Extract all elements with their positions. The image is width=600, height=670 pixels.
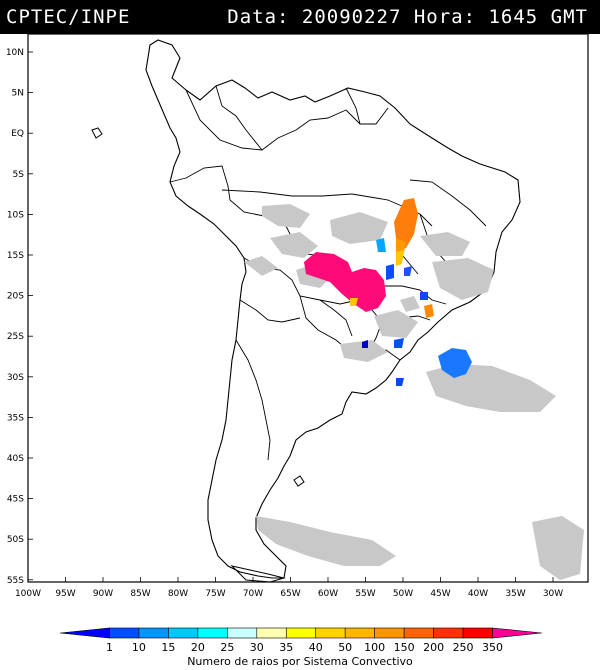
lat-label: 10N (6, 48, 24, 58)
lat-label: 5S (13, 170, 25, 180)
lon-label: 30W (543, 589, 563, 599)
lat-label: 20S (7, 292, 24, 302)
system-orange-south (424, 304, 434, 318)
colorbar-swatch (256, 627, 287, 639)
colorbar-value: 50 (338, 641, 353, 654)
lat-label: 30S (7, 373, 24, 383)
colorbar-swatch (374, 627, 405, 639)
lon-label: 55W (355, 589, 375, 599)
south-america-coastline (145, 39, 521, 579)
galapagos-islands (91, 127, 103, 139)
tierra-del-fuego (230, 565, 286, 583)
lon-label: 35W (505, 589, 525, 599)
colorbar-swatch (109, 627, 140, 639)
colorbar-value: 350 (482, 641, 504, 654)
system-blue-small-3 (420, 292, 428, 300)
colorbar-value: 15 (161, 641, 176, 654)
colorbar (59, 627, 543, 639)
colorbar-swatch (138, 627, 169, 639)
lon-label: 95W (55, 589, 75, 599)
colorbar-swatch (403, 627, 434, 639)
colorbar-value: 1 (105, 641, 113, 654)
lat-label: 55S (7, 576, 24, 586)
lon-label: 50W (393, 589, 413, 599)
colorbar-swatch (227, 627, 258, 639)
lon-label: 45W (430, 589, 450, 599)
map-frame (27, 33, 589, 583)
system-blue-small-5 (396, 378, 404, 386)
colorbar-swatch (344, 627, 375, 639)
lon-label: 90W (93, 589, 113, 599)
system-magenta-large (304, 252, 386, 312)
colorbar-value: 10 (131, 641, 146, 654)
lat-label: 25S (7, 332, 24, 342)
colorbar-value: 100 (364, 641, 386, 654)
colorbar-value: 200 (423, 641, 445, 654)
lat-label: 10S (7, 210, 24, 220)
lat-label: 45S (7, 495, 24, 505)
colorbar-value: 40 (308, 641, 323, 654)
system-blue-large-ocean (438, 348, 472, 378)
system-cyan-small (376, 238, 386, 252)
lon-label: 75W (205, 589, 225, 599)
colorbar-swatch (197, 627, 228, 639)
colorbar-value: 30 (249, 641, 264, 654)
lon-label: 100W (15, 589, 41, 599)
system-blue-small-1 (386, 264, 394, 280)
lat-label: 40S (7, 454, 24, 464)
longitude-labels: 100W 95W 90W 85W 80W 75W 70W 65W 60W 55W 50W 45W 40W… (15, 589, 563, 599)
lon-label: 70W (243, 589, 263, 599)
colorbar-swatch (315, 627, 346, 639)
source-label: CPTEC/INPE (6, 6, 131, 28)
lon-label: 80W (168, 589, 188, 599)
map-header: CPTEC/INPE Data: 20090227 Hora: 1645 GMT (0, 0, 600, 34)
colorbar-swatch (168, 627, 199, 639)
system-dark-blue-small (362, 340, 368, 348)
lon-label: 60W (318, 589, 338, 599)
colorbar-title: Numero de raios por Sistema Convectivo (187, 655, 413, 668)
lon-label: 40W (468, 589, 488, 599)
lat-label: 35S (7, 413, 24, 423)
system-yellow-small (396, 250, 404, 266)
latitude-labels: 10N 5N EQ 5S 10S 15S 20S 25S 30S 35S 40S 45S 50S 55S (6, 48, 24, 586)
system-yellow-2 (350, 298, 358, 306)
colorbar-swatch (462, 627, 493, 639)
colorbar-value: 250 (452, 641, 474, 654)
colorbar-swatch (492, 627, 543, 639)
lon-label: 65W (280, 589, 300, 599)
lon-label: 85W (130, 589, 150, 599)
colorbar-value: 35 (279, 641, 294, 654)
colorbar-swatch (433, 627, 464, 639)
datetime-label: Data: 20090227 Hora: 1645 GMT (227, 6, 588, 28)
colorbar-swatch (285, 627, 317, 639)
colorbar-value: 25 (220, 641, 235, 654)
system-blue-small-2 (404, 266, 412, 276)
lat-label: 15S (7, 251, 24, 261)
colorbar-value: 20 (190, 641, 205, 654)
falkland-islands (293, 475, 305, 487)
system-blue-small-4 (394, 338, 404, 348)
lat-label: EQ (11, 129, 24, 139)
map-ticks (27, 51, 554, 582)
colorbar-value: 150 (393, 641, 415, 654)
colorbar-swatch (59, 627, 110, 639)
lat-label: 50S (7, 535, 24, 545)
lightning-systems (304, 198, 472, 386)
system-orange-north (394, 198, 418, 250)
lat-label: 5N (12, 89, 24, 99)
